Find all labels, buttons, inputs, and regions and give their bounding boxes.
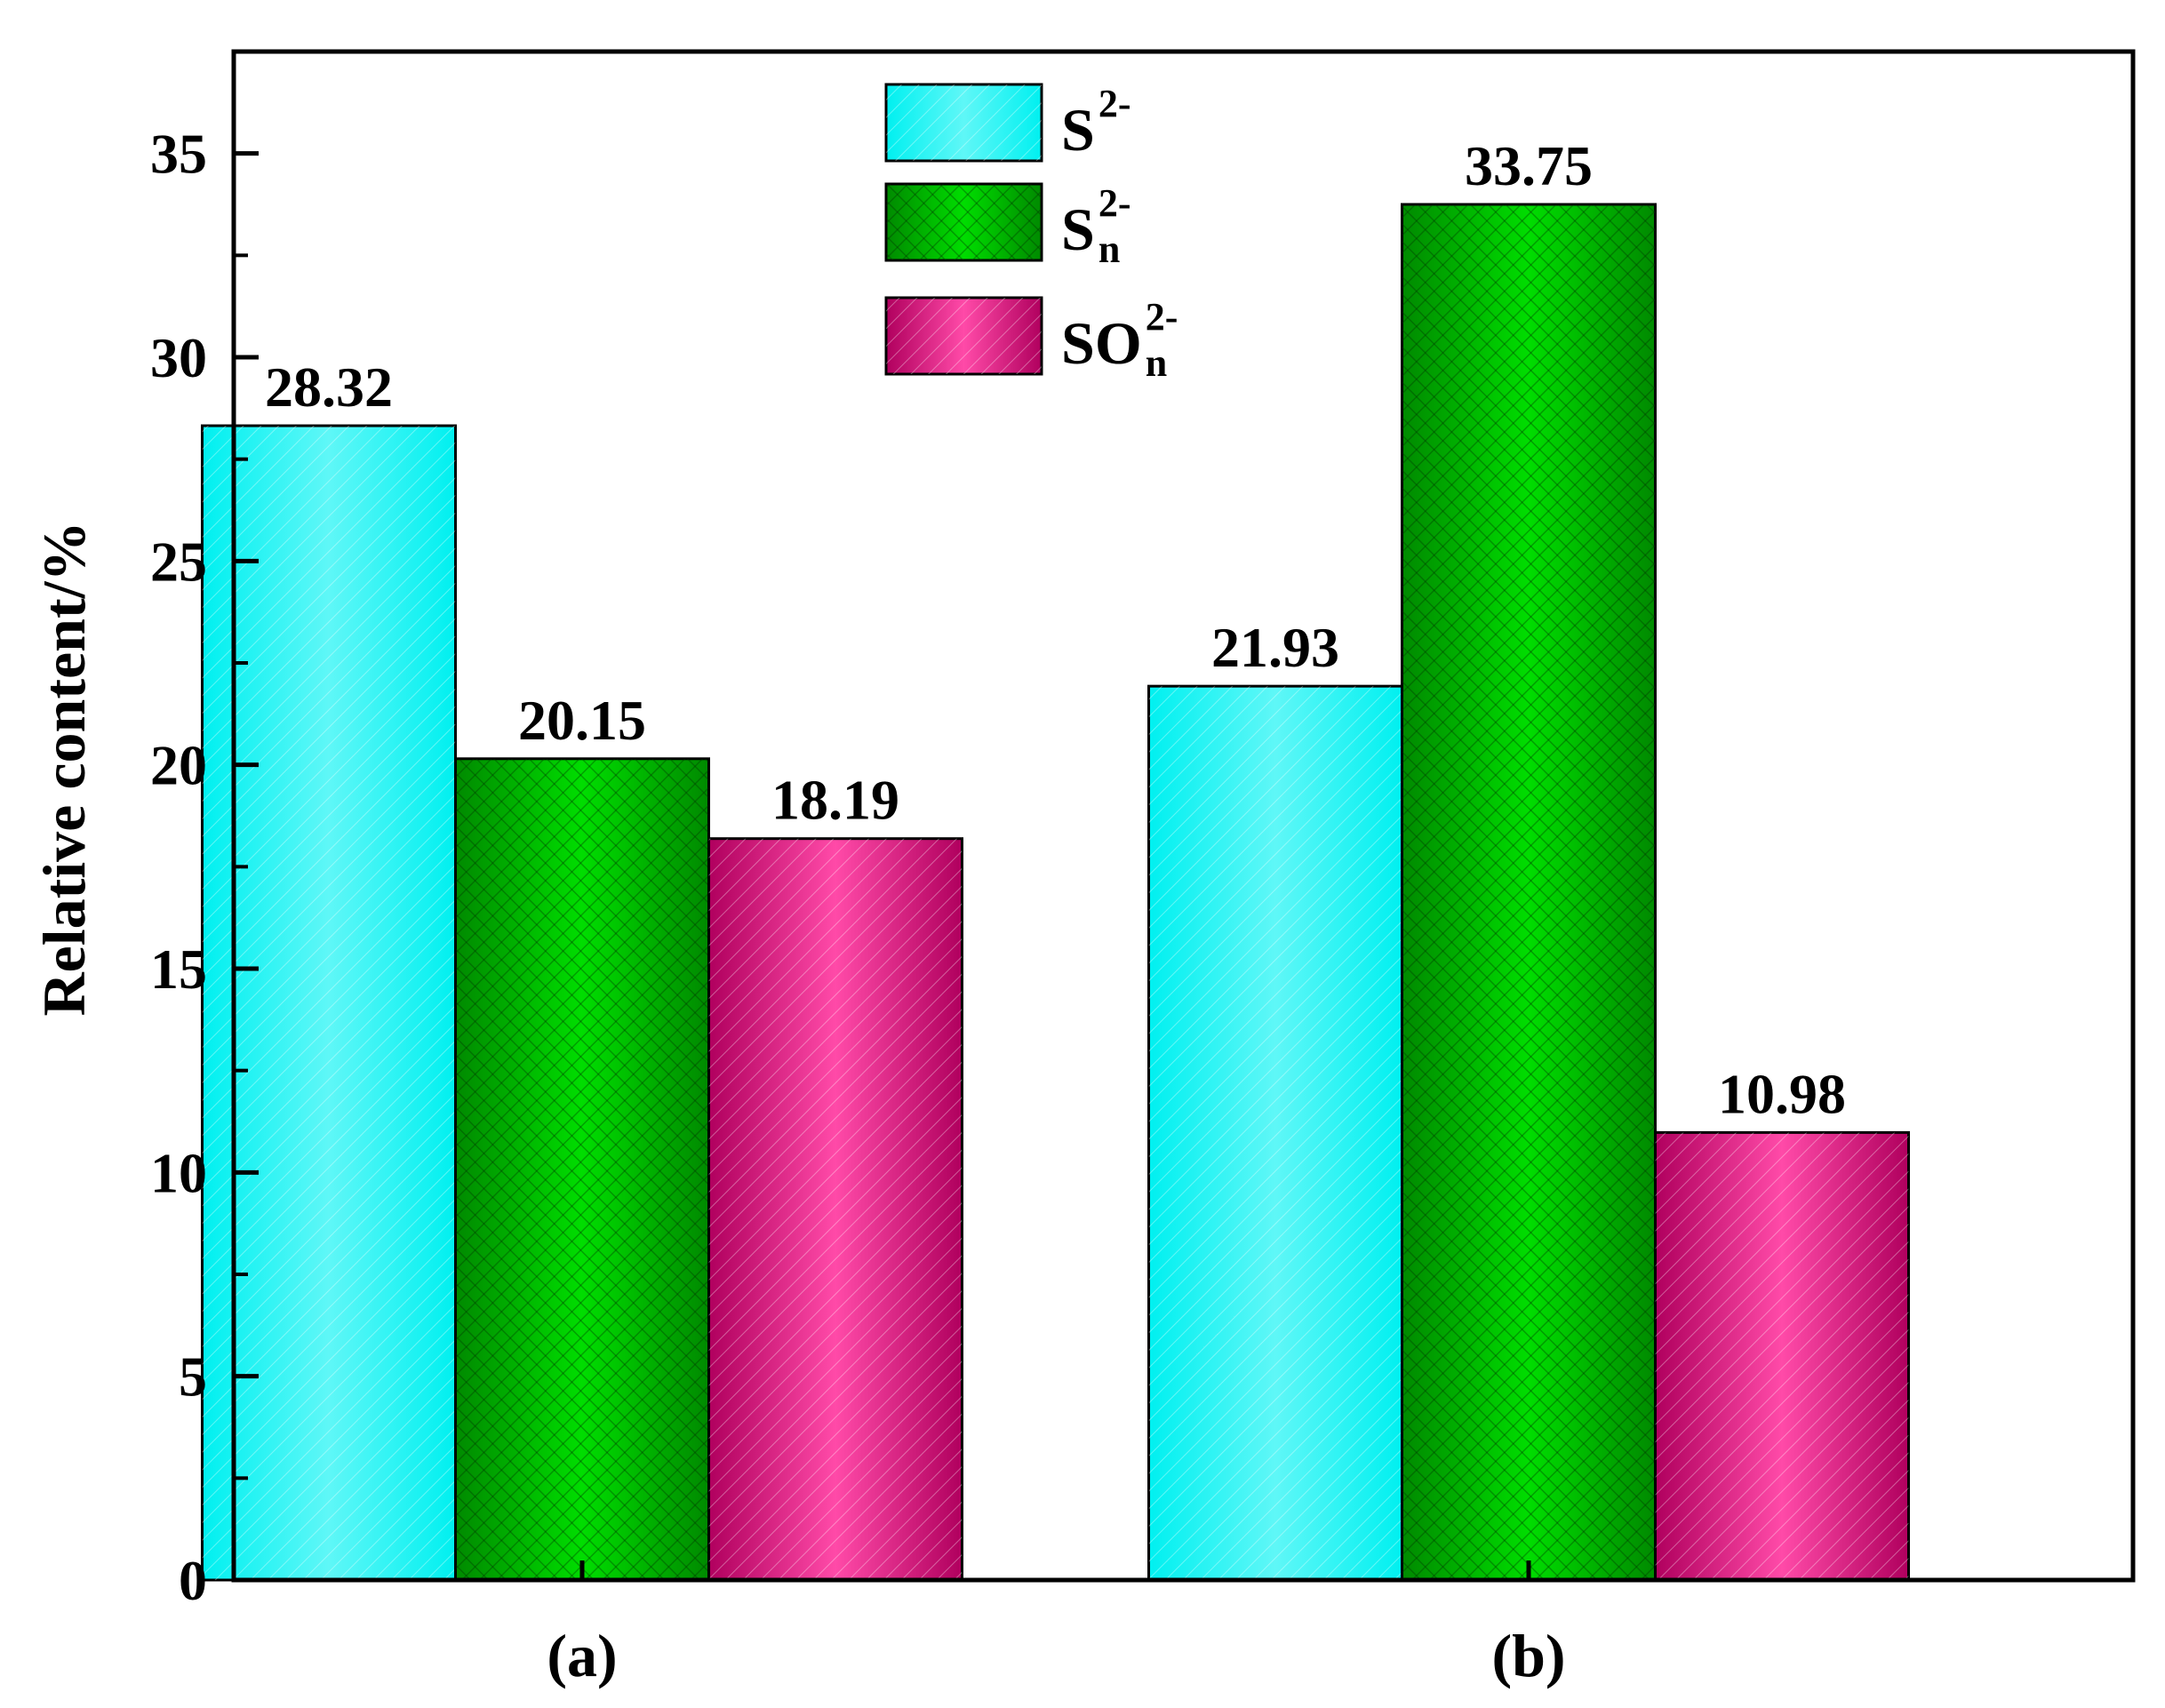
bar-hatch [1148, 686, 1402, 1580]
y-tick-label: 25 [150, 530, 207, 593]
x-axis: (a) (b) [547, 1560, 1566, 1689]
bar-value-label: 28.32 [265, 355, 393, 419]
plot-frame [231, 49, 2136, 1583]
bar-value-label: 18.19 [771, 769, 899, 832]
legend-label-superscript: 2- [1146, 295, 1178, 339]
x-tick-label: (a) [547, 1622, 617, 1689]
legend-label: S [1061, 96, 1095, 164]
y-tick-label: 20 [150, 734, 207, 797]
legend-label-superscript: 2- [1098, 82, 1131, 125]
legend-label: S [1061, 196, 1095, 263]
bar-hatch [202, 426, 456, 1580]
bar-value-label: 21.93 [1211, 616, 1339, 679]
bar-hatch [1402, 204, 1656, 1580]
x-tick-label: (b) [1491, 1622, 1565, 1689]
bar-value-label: 10.98 [1718, 1062, 1846, 1125]
bar-hatch [708, 838, 963, 1580]
legend-item: S 2- [884, 82, 1131, 164]
bars-layer: 28.32 20.15 18.19 21.93 33.75 10.98 [201, 134, 1910, 1582]
bar-hatch [455, 758, 709, 1580]
legend-item: SO 2-n [884, 295, 1178, 385]
legend-swatch-hatch [886, 298, 1042, 374]
y-axis: 0 5 10 15 20 25 30 35 [150, 123, 259, 1612]
legend-swatch-hatch [886, 184, 1042, 260]
bar-value-label: 33.75 [1465, 134, 1593, 197]
y-tick-label: 15 [150, 938, 207, 1001]
y-tick-label: 0 [179, 1549, 207, 1612]
legend: S 2-S 2-nSO 2-n [884, 82, 1178, 385]
y-axis-label: Relative content/% [30, 521, 98, 1016]
y-tick-label: 10 [150, 1141, 207, 1204]
legend-label-subscript: n [1098, 227, 1120, 271]
y-tick-label: 35 [150, 123, 207, 186]
legend-label-superscript: 2- [1098, 181, 1131, 225]
bar-value-label: 20.15 [518, 689, 646, 752]
bar-hatch [1655, 1132, 1909, 1580]
y-tick-label: 5 [179, 1345, 207, 1409]
legend-label-subscript: n [1146, 341, 1167, 385]
y-tick-label: 30 [150, 326, 207, 389]
legend-swatch-hatch [886, 84, 1042, 161]
legend-item: S 2-n [884, 181, 1131, 271]
legend-label: SO [1061, 309, 1142, 377]
